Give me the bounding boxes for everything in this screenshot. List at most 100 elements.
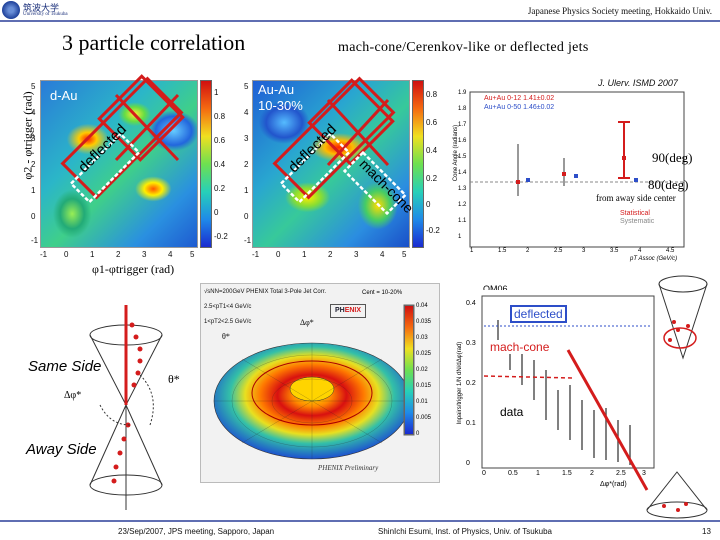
y-tick: 0.4 (466, 300, 476, 307)
reference-label: J. Ulery, ISMD 2007 (598, 78, 678, 88)
logo-mark-icon (2, 1, 20, 19)
y-tick: 4 (31, 108, 36, 117)
dau-colorbar (200, 80, 212, 248)
dphi-data-label: data (498, 405, 526, 419)
y-tick: -1 (244, 236, 252, 245)
dphi-mach-cone-label: mach-cone (488, 340, 552, 354)
y-tick: 3 (31, 134, 36, 143)
cone-x-ticks: 1 1.5 2 2.5 3 3.5 4 4.5 (470, 248, 690, 256)
dphi-plot (462, 290, 658, 500)
mini-cone-top (658, 275, 708, 360)
legend-entry-2: Au+Au 0-50 1.46±0.02 (484, 104, 555, 111)
cb-tick: 0.025 (416, 351, 432, 357)
cone-legend: Au+Au 0-12 1.41±0.02 Au+Au 0-50 1.46±0.0… (484, 94, 554, 112)
cone-legend-extra: Statistical Systematic (620, 210, 654, 226)
y-tick: 1 (244, 186, 249, 195)
x-tick: 2 (116, 250, 121, 259)
x-tick: 1.5 (562, 470, 572, 477)
conf-tag: QM06 (483, 284, 508, 294)
phenix-colorbar-fill (404, 305, 414, 435)
data-point (516, 180, 520, 184)
y-tick: 1.6 (458, 138, 467, 144)
phenix-cent: Cent = 10-20% (362, 290, 403, 296)
top-bar (0, 20, 720, 22)
same-side-label: Same Side (28, 358, 102, 375)
x-tick: 1 (470, 248, 474, 254)
x-tick: 3 (582, 248, 586, 254)
cb-tick: 0.04 (416, 303, 428, 309)
x-tick: 0 (482, 470, 486, 477)
dphi-x-ticks: 0 0.5 1 1.5 2 2.5 3 (482, 470, 658, 479)
institution-sub: University of Tsukuba (23, 12, 68, 17)
auau-label-1: Au-Au (258, 82, 295, 97)
cb-tick: 0 (214, 208, 219, 217)
x-tick: 0.5 (508, 470, 518, 477)
y-tick: 1.4 (458, 170, 467, 176)
y-tick: 1.9 (458, 90, 467, 96)
x-tick: 2 (590, 470, 594, 477)
cone-x-label: pT Assoc (GeV/c) (630, 256, 678, 262)
dphi-x-label: Δφ*(rad) (600, 481, 627, 488)
mach-cone-line (483, 375, 573, 379)
auau-label-2: 10-30% (258, 98, 303, 113)
slide-title-right: mach-cone/Cerenkov-like or deflected jet… (338, 40, 589, 55)
y-tick: 1.8 (458, 106, 467, 112)
footer-author: ShinIchi Esumi, Inst. of Physics, Univ. … (378, 527, 552, 536)
footer-bar (0, 520, 720, 522)
data-point (634, 178, 638, 182)
y-tick: 5 (244, 82, 249, 91)
x-tick: 3 (142, 250, 147, 259)
dau-label: d-Au (50, 88, 78, 103)
dphi-deflected-label: deflected (510, 305, 567, 323)
auau-colorbar-ticks: 0.8 0.6 0.4 0.2 0 -0.2 (426, 90, 450, 240)
dphi-y-label: Inpairs/trigger 1/N dN/dΔφ(rad) (457, 341, 463, 425)
x-tick: 4 (168, 250, 173, 259)
auau-white-box-2 (342, 150, 408, 216)
auau-deflected-box (272, 76, 396, 200)
x-tick: 2.5 (554, 248, 563, 254)
data-point (562, 172, 566, 176)
phenix-top-info: √sNN=200GeV PHENIX Total 3-Pole Jet Corr… (204, 289, 327, 295)
x-tick: 4 (380, 250, 385, 259)
x-tick: 2.5 (616, 470, 626, 477)
auau-cross-2 (326, 98, 390, 167)
y-tick: 1.7 (458, 122, 467, 128)
auau-x-ticks: -1 0 1 2 3 4 5 (252, 250, 410, 260)
dau-y-ticks: 5 4 3 2 1 0 -1 (31, 82, 41, 248)
cb-tick: 0.6 (426, 118, 438, 127)
cone-dphi-label: Δφ* (64, 390, 82, 401)
cb-tick: 0.015 (416, 383, 432, 389)
slide-title-left: 3 particle correlation (62, 30, 246, 55)
y-tick: 0 (31, 212, 36, 221)
dau-colorbar-ticks: 1 0.8 0.6 0.4 0.2 0 -0.2 (214, 88, 236, 248)
away-side-label: Away Side (26, 441, 97, 458)
y-tick: 1.3 (458, 186, 467, 192)
footer-date-venue: 23/Sep/2007, JPS meeting, Sapporo, Japan (118, 527, 275, 536)
cb-tick: 1 (214, 88, 219, 97)
x-tick: 1.5 (498, 248, 507, 254)
cb-tick: 0.005 (416, 415, 432, 421)
cb-tick: 0.02 (416, 367, 428, 373)
x-tick: 2 (328, 250, 333, 259)
x-tick: 1 (536, 470, 540, 477)
y-tick: 3 (244, 134, 249, 143)
legend-entry-1: Au+Au 0-12 1.41±0.02 (484, 95, 555, 102)
cb-tick: 0.2 (426, 174, 438, 183)
pointer-arrow (566, 349, 649, 491)
annotation-80deg: 80(deg) (648, 177, 689, 192)
jet-cone-diagram (89, 305, 163, 510)
dau-cone-box-a (97, 74, 185, 162)
phenix-colorbar-ticks: 0.04 0.035 0.03 0.025 0.02 0.015 0.01 0.… (416, 303, 440, 438)
x-tick: 4.5 (666, 248, 675, 254)
y-tick: 0.3 (466, 340, 476, 347)
x-tick: 0 (64, 250, 69, 259)
x-tick: 5 (190, 250, 195, 259)
x-tick: 0 (276, 250, 281, 259)
x-tick: 3 (354, 250, 359, 259)
x-tick: -1 (40, 250, 48, 259)
y-tick: 0.2 (466, 380, 476, 387)
cb-tick: 0.03 (416, 335, 428, 341)
x-tick: 5 (402, 250, 407, 259)
cb-tick: 0.035 (416, 319, 432, 325)
y-tick: 2 (244, 160, 249, 169)
